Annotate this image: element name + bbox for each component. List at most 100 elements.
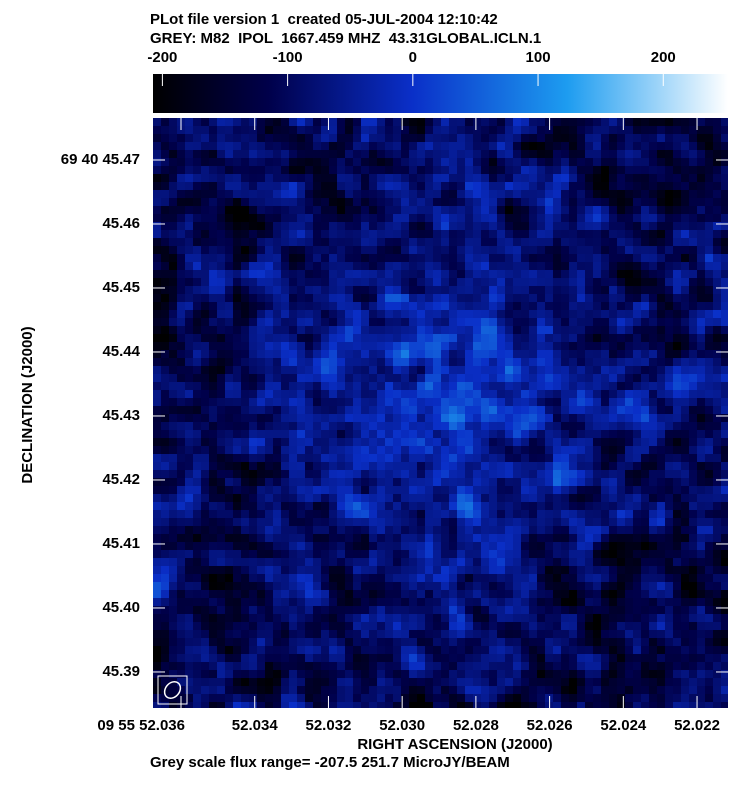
pixel xyxy=(617,574,625,582)
pixel xyxy=(393,462,401,470)
pixel xyxy=(425,590,433,598)
pixel xyxy=(689,158,697,166)
pixel xyxy=(377,398,385,406)
pixel xyxy=(689,526,697,534)
pixel xyxy=(377,246,385,254)
pixel xyxy=(313,558,321,566)
pixel xyxy=(257,566,265,574)
pixel xyxy=(361,174,369,182)
pixel xyxy=(153,574,161,582)
pixel xyxy=(281,590,289,598)
pixel xyxy=(473,134,481,142)
pixel xyxy=(281,270,289,278)
pixel xyxy=(193,390,201,398)
pixel xyxy=(417,222,425,230)
pixel xyxy=(673,662,681,670)
pixel xyxy=(441,374,449,382)
pixel xyxy=(241,398,249,406)
pixel xyxy=(257,374,265,382)
pixel xyxy=(297,622,305,630)
pixel xyxy=(473,486,481,494)
pixel xyxy=(441,638,449,646)
pixel xyxy=(241,198,249,206)
pixel xyxy=(433,566,441,574)
pixel xyxy=(393,510,401,518)
pixel xyxy=(193,174,201,182)
pixel xyxy=(305,270,313,278)
pixel xyxy=(441,446,449,454)
pixel xyxy=(217,254,225,262)
pixel xyxy=(689,318,697,326)
pixel xyxy=(321,374,329,382)
pixel xyxy=(425,350,433,358)
pixel xyxy=(657,118,665,126)
pixel xyxy=(505,654,513,662)
pixel xyxy=(561,182,569,190)
pixel xyxy=(705,606,713,614)
pixel xyxy=(193,598,201,606)
pixel xyxy=(361,246,369,254)
pixel xyxy=(465,654,473,662)
pixel xyxy=(625,462,633,470)
pixel xyxy=(705,486,713,494)
pixel xyxy=(529,398,537,406)
pixel xyxy=(257,398,265,406)
pixel xyxy=(617,174,625,182)
pixel xyxy=(401,422,409,430)
pixel xyxy=(625,534,633,542)
pixel xyxy=(577,446,585,454)
pixel xyxy=(537,438,545,446)
pixel xyxy=(225,374,233,382)
pixel xyxy=(617,430,625,438)
pixel xyxy=(505,198,513,206)
pixel xyxy=(297,606,305,614)
pixel xyxy=(241,286,249,294)
pixel xyxy=(193,350,201,358)
pixel xyxy=(433,550,441,558)
pixel xyxy=(705,166,713,174)
pixel xyxy=(441,326,449,334)
pixel xyxy=(561,494,569,502)
pixel xyxy=(705,358,713,366)
pixel xyxy=(305,278,313,286)
pixel xyxy=(497,662,505,670)
pixel xyxy=(561,262,569,270)
pixel xyxy=(233,326,241,334)
pixel xyxy=(361,382,369,390)
pixel xyxy=(193,414,201,422)
pixel xyxy=(257,406,265,414)
pixel xyxy=(577,270,585,278)
pixel xyxy=(457,382,465,390)
pixel xyxy=(697,542,705,550)
pixel xyxy=(225,630,233,638)
pixel xyxy=(401,150,409,158)
pixel xyxy=(465,590,473,598)
pixel xyxy=(513,638,521,646)
pixel xyxy=(585,590,593,598)
pixel xyxy=(409,462,417,470)
pixel xyxy=(265,390,273,398)
pixel xyxy=(721,462,728,470)
pixel xyxy=(625,126,633,134)
pixel xyxy=(441,558,449,566)
pixel xyxy=(625,318,633,326)
pixel xyxy=(377,550,385,558)
pixel xyxy=(473,166,481,174)
pixel xyxy=(185,190,193,198)
pixel xyxy=(489,622,497,630)
pixel xyxy=(585,230,593,238)
pixel xyxy=(401,254,409,262)
pixel xyxy=(353,230,361,238)
pixel xyxy=(337,550,345,558)
pixel xyxy=(633,414,641,422)
pixel xyxy=(241,174,249,182)
pixel xyxy=(537,206,545,214)
pixel xyxy=(625,142,633,150)
pixel xyxy=(569,430,577,438)
pixel xyxy=(153,302,161,310)
pixel xyxy=(385,654,393,662)
pixel xyxy=(273,414,281,422)
pixel xyxy=(409,134,417,142)
pixel xyxy=(241,366,249,374)
pixel xyxy=(177,518,185,526)
